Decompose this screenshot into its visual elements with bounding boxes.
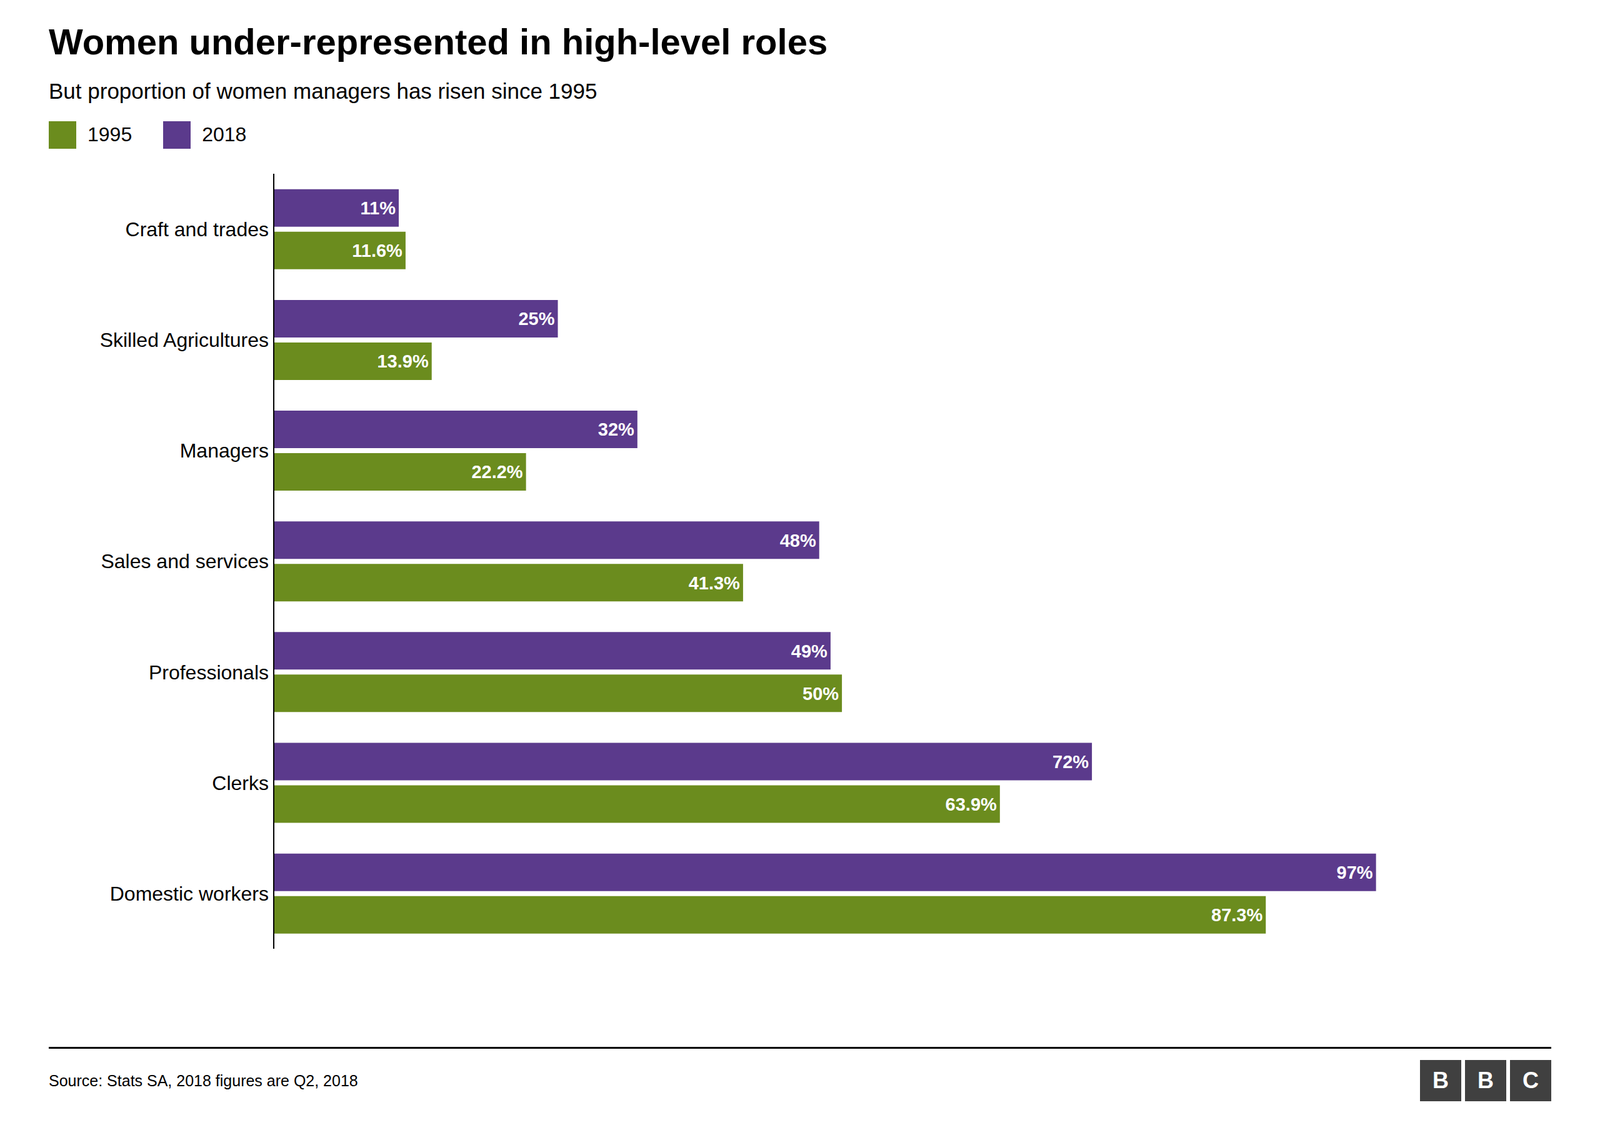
svg-text:87.3%: 87.3%: [1211, 905, 1263, 925]
svg-text:Domestic workers: Domestic workers: [110, 881, 269, 905]
svg-text:Managers: Managers: [180, 439, 269, 462]
svg-text:48%: 48%: [780, 530, 817, 550]
svg-text:49%: 49%: [791, 640, 828, 661]
html-text:B: B: [1432, 1067, 1449, 1094]
html-text:1995: 1995: [87, 123, 132, 146]
svg-text:63.9%: 63.9%: [945, 793, 997, 814]
svg-text:72%: 72%: [1052, 751, 1089, 772]
svg-text:Skilled Agricultures: Skilled Agricultures: [100, 328, 269, 352]
svg-text:Clerks: Clerks: [211, 771, 269, 794]
html-text:2018: 2018: [202, 123, 247, 146]
svg-text:97%: 97%: [1336, 862, 1374, 883]
svg-text:41.3%: 41.3%: [688, 572, 740, 593]
svg-text:13.9%: 13.9%: [376, 351, 429, 372]
svg-text:Sales and services: Sales and services: [100, 550, 269, 573]
svg-text:50%: 50%: [802, 683, 839, 704]
html-text:Women under-represented in hig: Women under-represented in high-level ro…: [48, 21, 828, 62]
html-text:But proportion of women manage: But proportion of women managers has ris…: [48, 78, 598, 103]
svg-text:25%: 25%: [518, 308, 555, 329]
html-text:Source: Stats SA, 2018 figures: Source: Stats SA, 2018 figures are Q2, 2…: [48, 1071, 358, 1090]
html-text:B: B: [1477, 1067, 1494, 1094]
svg-text:Craft and trades: Craft and trades: [125, 218, 269, 241]
svg-text:Professionals: Professionals: [148, 660, 269, 684]
svg-text:22.2%: 22.2%: [471, 461, 523, 482]
svg-text:11.6%: 11.6%: [351, 240, 403, 261]
html-text:C: C: [1522, 1067, 1539, 1094]
svg-text:11%: 11%: [360, 198, 397, 219]
svg-text:32%: 32%: [598, 419, 635, 440]
